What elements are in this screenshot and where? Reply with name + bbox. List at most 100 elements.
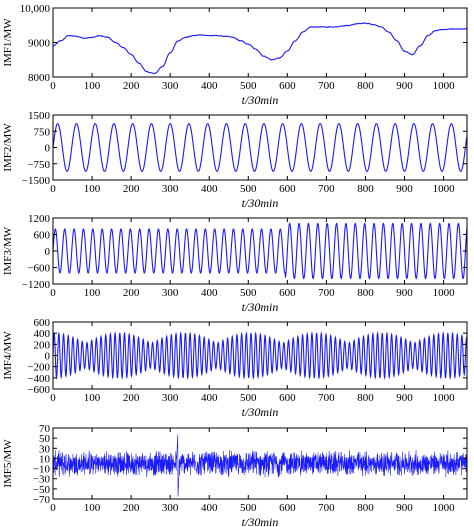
- x-tick-label: 800: [357, 287, 374, 299]
- x-tick-label: 300: [162, 183, 179, 195]
- series-line: [52, 434, 468, 497]
- x-tick-label: 600: [279, 80, 296, 92]
- y-tick-label: 50: [39, 433, 51, 445]
- x-tick-label: 1000: [433, 502, 456, 514]
- x-tick-label: 900: [396, 392, 413, 404]
- x-axis-label: t/30min: [242, 405, 279, 419]
- y-tick-label: −750: [27, 159, 50, 171]
- x-tick-label: 900: [396, 183, 413, 195]
- x-tick-label: 600: [279, 183, 296, 195]
- series-line: [52, 222, 468, 280]
- panel-5: 0 100 200 300 400 500 600 700 800 900 1000 −70−50−3…: [2, 423, 468, 527]
- panel-4: 0 100 200 300 400 500 600 700 800 900 1000 −600−400…: [2, 317, 468, 419]
- x-tick-label: 100: [84, 287, 101, 299]
- x-tick-label: 900: [396, 80, 413, 92]
- y-tick-label: 750: [34, 126, 51, 138]
- y-tick-label: 10: [39, 453, 51, 465]
- y-tick-label: −50: [33, 484, 51, 496]
- x-tick-label: 300: [162, 392, 179, 404]
- x-tick-label: 500: [240, 502, 257, 514]
- y-tick-label: 9000: [28, 38, 51, 50]
- y-tick-label: 0: [45, 143, 51, 155]
- x-tick-label: 700: [318, 80, 335, 92]
- x-tick-label: 900: [396, 287, 413, 299]
- panel-1: 0 100 200 300 400 500 600 700 800 900 1000 8000 9000…: [2, 3, 468, 107]
- y-axis-label: IMF2/MW: [2, 123, 14, 172]
- x-tick-label: 700: [318, 502, 335, 514]
- y-tick-label: −1200: [22, 279, 51, 291]
- x-axis-label: t/30min: [242, 300, 279, 314]
- x-tick-label: 400: [201, 392, 218, 404]
- x-tick-label: 800: [357, 392, 374, 404]
- x-tick-label: 800: [357, 183, 374, 195]
- y-tick-label: 600: [34, 230, 51, 242]
- panel-2: 0 100 200 300 400 500 600 700 800 900 1000 −1500 −75…: [2, 110, 468, 210]
- x-tick-label: 0: [50, 392, 56, 404]
- x-tick-label: 700: [318, 392, 335, 404]
- x-tick-label: 800: [357, 502, 374, 514]
- x-tick-label: 0: [50, 80, 56, 92]
- y-axis-label: IMF5/MW: [2, 439, 14, 488]
- y-tick-label: 8000: [28, 72, 51, 84]
- x-tick-label: 600: [279, 502, 296, 514]
- x-tick-label: 0: [50, 183, 56, 195]
- y-tick-label: −30: [33, 474, 51, 486]
- x-tick-label: 1000: [433, 183, 456, 195]
- x-tick-label: 500: [240, 80, 257, 92]
- y-tick-label: 0: [45, 246, 51, 258]
- x-tick-label: 0: [50, 502, 56, 514]
- x-tick-label: 1000: [433, 287, 456, 299]
- x-tick-label: 600: [279, 287, 296, 299]
- x-tick-label: 100: [84, 502, 101, 514]
- x-tick-label: 200: [123, 80, 140, 92]
- x-tick-label: 700: [318, 287, 335, 299]
- y-tick-label: −10: [33, 464, 51, 476]
- x-axis-label: t/30min: [242, 93, 279, 107]
- x-tick-label: 100: [84, 183, 101, 195]
- y-tick-label: 70: [39, 423, 51, 435]
- x-tick-label: 900: [396, 502, 413, 514]
- y-tick-label: 200: [34, 339, 51, 351]
- x-tick-label: 500: [240, 287, 257, 299]
- x-tick-label: 700: [318, 183, 335, 195]
- x-tick-label: 100: [84, 80, 101, 92]
- y-tick-label: 1500: [28, 110, 51, 122]
- x-tick-label: 200: [123, 287, 140, 299]
- x-tick-label: 300: [162, 80, 179, 92]
- x-tick-label: 500: [240, 183, 257, 195]
- series-line: [52, 22, 468, 75]
- x-tick-label: 200: [123, 502, 140, 514]
- x-tick-label: 400: [201, 502, 218, 514]
- series-line: [52, 331, 468, 380]
- y-tick-label: −600: [27, 263, 50, 275]
- x-tick-label: 400: [201, 80, 218, 92]
- plot-frame: [52, 427, 468, 500]
- y-axis-label: IMF4/MW: [2, 331, 14, 380]
- x-axis-label: t/30min: [242, 196, 279, 210]
- x-tick-label: 800: [357, 80, 374, 92]
- y-tick-label: −400: [27, 373, 50, 385]
- y-tick-label: −600: [27, 384, 50, 396]
- x-tick-label: 300: [162, 287, 179, 299]
- y-tick-label: −70: [33, 494, 51, 506]
- x-tick-label: 500: [240, 392, 257, 404]
- y-tick-label: 10,000: [20, 3, 51, 15]
- y-tick-label: 0: [45, 351, 51, 363]
- x-tick-label: 600: [279, 392, 296, 404]
- series-line: [52, 123, 468, 172]
- x-tick-label: 200: [123, 183, 140, 195]
- y-tick-label: 600: [34, 317, 51, 329]
- y-tick-label: −200: [27, 362, 50, 374]
- x-tick-label: 400: [201, 287, 218, 299]
- panel-3: 0 100 200 300 400 500 600 700 800 900 1000 −1200 −60…: [2, 213, 468, 314]
- y-axis-label: IMF1/MW: [2, 18, 14, 67]
- x-tick-label: 1000: [433, 392, 456, 404]
- y-axis-label: IMF3/MW: [2, 226, 14, 275]
- x-tick-label: 400: [201, 183, 218, 195]
- x-axis-label: t/30min: [242, 515, 279, 527]
- y-tick-label: 30: [39, 443, 51, 455]
- x-tick-label: 100: [84, 392, 101, 404]
- y-tick-label: −1500: [22, 175, 51, 187]
- x-tick-label: 1000: [433, 80, 456, 92]
